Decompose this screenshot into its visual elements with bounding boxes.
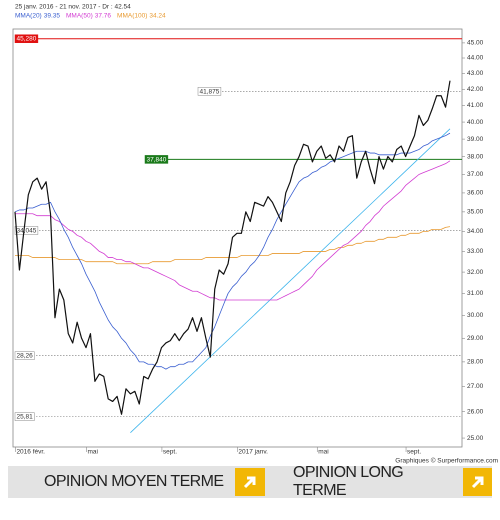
y-tick-label: 36.00	[467, 190, 484, 197]
level-label-box	[197, 87, 222, 96]
price-line	[14, 80, 451, 415]
arrow	[244, 476, 256, 489]
y-tick-label: 31.00	[467, 290, 484, 297]
y-tick-label: 25.00	[467, 435, 484, 442]
moving-average-line	[15, 160, 451, 301]
legend-value: 39.35	[44, 13, 61, 20]
level-label: 45,280	[17, 36, 37, 43]
arrow-icon	[235, 468, 266, 496]
moving-average-line	[14, 132, 451, 370]
opinion-button[interactable]: OPINION LONG TERME	[293, 464, 492, 499]
x-tick-label: sept.	[163, 449, 177, 456]
button-bar: OPINION MOYEN TERME OPINION LONG TERME	[8, 464, 492, 499]
trend-line	[130, 128, 451, 433]
y-tick-label: 33.00	[467, 248, 484, 255]
y-tick-label: 38.00	[467, 153, 484, 160]
x-tick-label: 2016 févr.	[16, 449, 45, 456]
level-label-box	[14, 34, 39, 43]
level-label-box	[14, 226, 39, 235]
y-tick-label: 30.00	[467, 312, 484, 319]
y-tick-label: 32.00	[467, 269, 484, 276]
plot-frame	[12, 28, 463, 448]
chart-title: 25 janv. 2016 - 21 nov. 2017 - Dr : 42.5…	[15, 4, 131, 11]
y-tick-label: 28.00	[467, 359, 484, 366]
chart: 25 janv. 2016 - 21 nov. 2017 - Dr : 42.5…	[12, 4, 498, 465]
y-tick-label: 37.00	[467, 171, 484, 178]
x-tick-label: mai	[318, 449, 328, 456]
opinion-button[interactable]: OPINION MOYEN TERME	[44, 466, 266, 498]
level-label: 41,875	[200, 88, 220, 95]
level-label-box	[144, 155, 169, 164]
y-tick-label: 45.00	[467, 40, 484, 47]
level-label: 37,840	[147, 156, 167, 163]
y-tick-label: 39.00	[467, 136, 484, 143]
level-label: 34,045	[17, 227, 37, 234]
y-tick-label: 34.00	[467, 228, 484, 235]
x-tick-label: mai	[87, 449, 97, 456]
legend-label: MMA(100)	[117, 13, 147, 20]
y-tick-label: 42.00	[467, 86, 484, 93]
legend-value: 37.76	[95, 13, 112, 20]
y-tick-label: 44.00	[467, 55, 484, 62]
footer: Graphiques © Surperformance.com	[395, 457, 498, 465]
level-label: 28,26	[17, 353, 34, 360]
y-tick-label: 29.00	[467, 335, 484, 342]
y-tick-label: 41.00	[467, 102, 484, 109]
button-label: OPINION MOYEN TERME	[44, 473, 224, 490]
legend-label: MMA(50)	[66, 13, 93, 20]
x-tick-label: 2017 janv.	[238, 449, 268, 456]
level-label-box	[14, 412, 35, 421]
button-label: OPINION LONG TERME	[293, 464, 404, 499]
arrow	[471, 476, 484, 489]
y-tick-label: 40.00	[467, 119, 484, 126]
y-tick-label: 26.00	[467, 408, 484, 415]
legend-value: 34.24	[149, 13, 166, 20]
arrow-icon	[463, 468, 492, 496]
y-tick-label: 27.00	[467, 383, 484, 390]
moving-average-line	[15, 226, 451, 265]
x-tick-label: sept.	[407, 449, 421, 456]
legend-label: MMA(20)	[15, 13, 42, 20]
y-tick-label: 43.00	[467, 70, 484, 77]
y-tick-label: 35.00	[467, 209, 484, 216]
level-label-box	[14, 351, 35, 360]
level-label: 25,81	[17, 414, 34, 421]
